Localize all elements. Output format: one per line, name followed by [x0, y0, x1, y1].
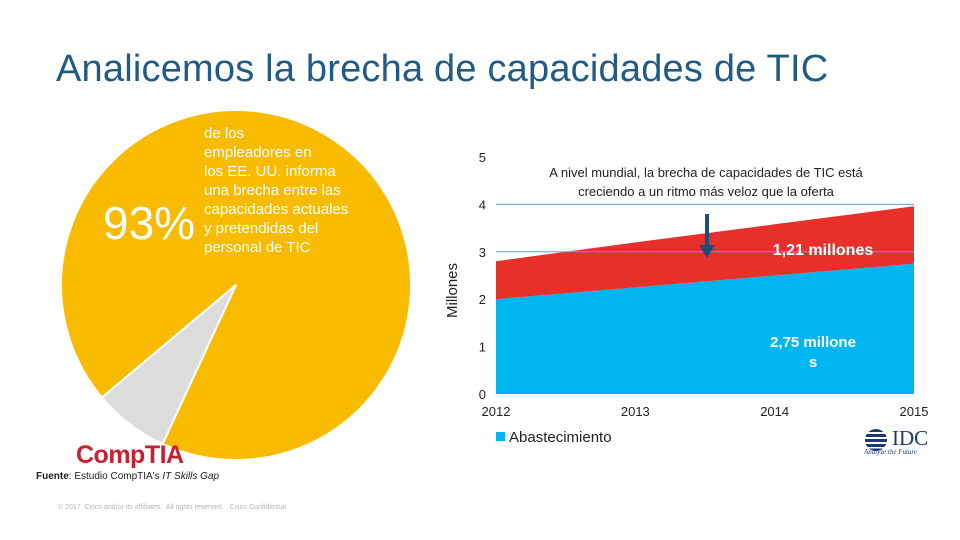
x-tick-label: 2015 [900, 404, 929, 419]
pie-description: de los empleadores en los EE. UU. inform… [204, 124, 394, 257]
arrow-head-icon [699, 245, 715, 258]
pie-description-line: personal de TIC [204, 239, 311, 256]
x-tick-label: 2013 [621, 404, 650, 419]
copyright-note: © 2017 Cisco and/or its affiliates. All … [58, 504, 286, 511]
globe-icon [865, 429, 887, 451]
slide-title: Analicemos la brecha de capacidades de T… [56, 48, 829, 90]
pie-description-line: una brecha entre las [204, 182, 341, 199]
comptia-logo: CompTIA [76, 441, 184, 469]
idc-name: IDC [892, 426, 929, 450]
annotation-line: A nivel mundial, la brecha de capacidade… [549, 165, 863, 180]
y-axis-label: Millones [444, 262, 461, 318]
legend-swatch [496, 432, 505, 441]
source-label: Fuente [36, 471, 69, 482]
idc-tagline: Analyze the Future [864, 448, 918, 456]
gap-series-label: 1,21 millones [772, 242, 874, 259]
supply-area [496, 263, 914, 394]
supply-series-label: 2,75 millone s [740, 333, 886, 373]
pie-description-line: de los [204, 125, 245, 142]
supply-label-line: 2,75 millone [770, 334, 856, 351]
pie-description-line: y pretendidas del [204, 220, 319, 237]
y-tick-label: 4 [479, 197, 486, 212]
pie-percent-label: 93% [103, 197, 196, 249]
annotation-line: creciendo a un ritmo más veloz que la of… [578, 184, 834, 199]
pie-description-line: capacidades actuales [204, 201, 349, 218]
pie-description-line: los EE. UU. informa [204, 163, 336, 180]
y-tick-label: 1 [479, 340, 486, 355]
idc-logo: IDC Analyze the Future [862, 426, 942, 458]
x-tick-label: 2012 [482, 404, 511, 419]
source-text: : Estudio CompTIA's [68, 471, 163, 482]
y-tick-label: 3 [479, 245, 486, 260]
x-tick-label: 2014 [760, 404, 789, 419]
pie-slice [100, 284, 237, 446]
legend-label: Abastecimiento [509, 429, 612, 446]
chart-legend: Abastecimiento [496, 429, 612, 446]
y-tick-label: 5 [479, 150, 486, 165]
source-title: IT Skills Gap [162, 471, 220, 482]
y-tick-label: 2 [479, 292, 486, 307]
supply-label-line: s [808, 354, 818, 371]
source-note: Fuente: Estudio CompTIA's IT Skills Gap [36, 471, 219, 482]
pie-description-line: empleadores en [204, 144, 312, 161]
y-tick-label: 0 [479, 387, 486, 402]
chart-annotation: A nivel mundial, la brecha de capacidade… [503, 163, 909, 201]
